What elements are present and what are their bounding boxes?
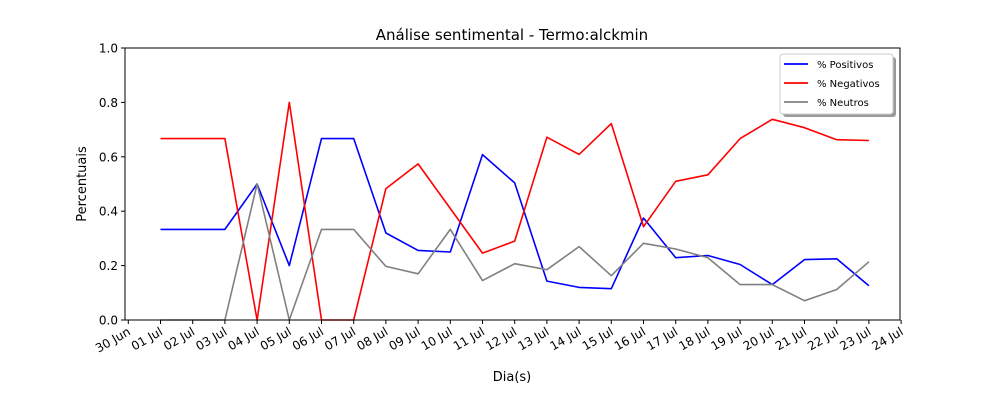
x-tick-label: 20 Jul <box>741 324 777 353</box>
series-line-1 <box>160 101 869 321</box>
chart-title: Análise sentimental - Termo:alckmin <box>376 26 648 44</box>
x-tick-label: 16 Jul <box>612 324 648 353</box>
y-axis-label: Percentuais <box>75 146 90 222</box>
x-tick-label: 08 Jul <box>354 324 390 353</box>
legend-label-2: % Neutros <box>817 98 869 109</box>
x-tick-label: 14 Jul <box>548 324 584 353</box>
x-tick-label: 18 Jul <box>676 324 712 353</box>
x-tick-label: 12 Jul <box>483 324 519 353</box>
plot-area <box>160 101 870 321</box>
y-tick-label: 0.4 <box>99 205 118 219</box>
x-tick-label: 13 Jul <box>515 324 551 353</box>
x-tick-label: 06 Jul <box>290 324 326 353</box>
x-tick-label: 03 Jul <box>193 324 229 353</box>
x-tick-label: 05 Jul <box>258 324 294 353</box>
x-tick-label: 09 Jul <box>387 324 423 353</box>
x-tick-label: 19 Jul <box>709 324 745 353</box>
y-tick-label: 0.8 <box>99 96 118 110</box>
x-tick-label: 21 Jul <box>773 324 809 353</box>
legend-label-1: % Negativos <box>817 79 880 90</box>
x-tick-label: 30 Jun <box>93 324 133 355</box>
y-tick-label: 0.2 <box>99 259 118 273</box>
y-tick-label: 1.0 <box>99 42 118 56</box>
legend-box <box>779 53 894 115</box>
legend: % Positivos % Negativos % Neutros <box>779 53 896 117</box>
plot-frame <box>124 47 901 321</box>
x-tick-label: 17 Jul <box>644 324 680 353</box>
x-axis-label: Dia(s) <box>493 370 532 385</box>
x-tick-label: 01 Jul <box>129 324 165 353</box>
x-tick-label: 04 Jul <box>226 324 262 353</box>
x-tick-label: 02 Jul <box>161 324 197 353</box>
y-axis: 0.0 0.2 0.4 0.6 0.8 1.0 <box>99 42 125 328</box>
x-tick-label: 23 Jul <box>837 324 873 353</box>
x-tick-label: 24 Jul <box>870 324 906 353</box>
x-tick-label: 10 Jul <box>419 324 455 353</box>
y-tick-label: 0.0 <box>99 314 118 328</box>
x-tick-label: 11 Jul <box>451 324 487 353</box>
legend-label-0: % Positivos <box>817 60 873 71</box>
x-tick-label: 15 Jul <box>580 324 616 353</box>
series-line-2 <box>160 183 870 321</box>
series-line-0 <box>160 137 870 290</box>
y-tick-label: 0.6 <box>99 150 118 164</box>
x-tick-label: 22 Jul <box>805 324 841 353</box>
x-tick-label: 07 Jul <box>322 324 358 353</box>
